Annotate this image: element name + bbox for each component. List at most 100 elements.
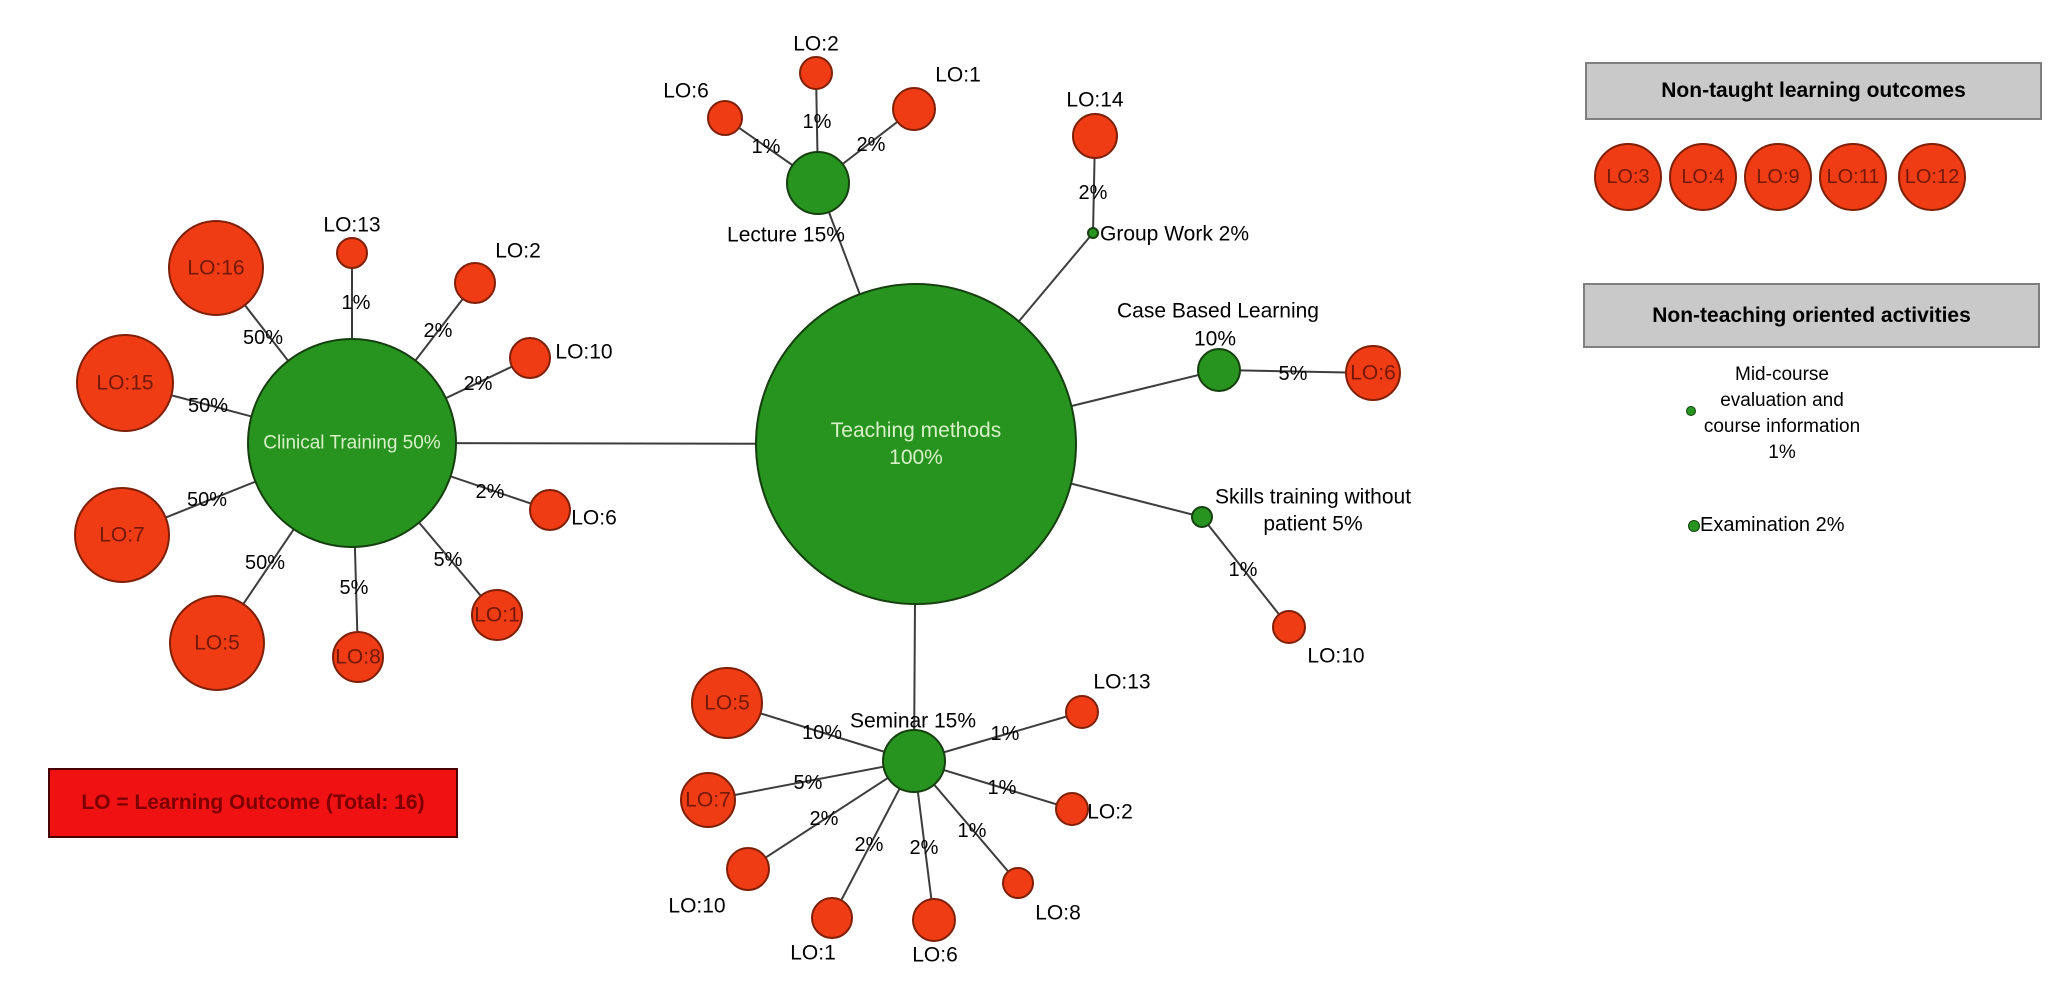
node-sem-lo-7-label: LO:7 — [685, 789, 731, 812]
edge-st-lo-10 — [1201, 516, 1290, 628]
examination-label: Examination 2% — [1700, 514, 1845, 536]
node-ct-lo-15 — [76, 334, 174, 432]
node-ct-lo-2 — [454, 262, 496, 304]
mid-course-line-4: 1% — [1768, 442, 1796, 463]
legend-text: LO = Learning Outcome (Total: 16) — [81, 791, 425, 814]
node-st-lo-10 — [1272, 610, 1306, 644]
edge-ct-lo-13-pct-label: 1% — [342, 292, 371, 314]
node-sem-lo-10 — [726, 847, 770, 891]
edge-ct-lo-15-pct-label: 50% — [188, 395, 228, 417]
node-sem-lo-7 — [680, 772, 736, 828]
node-sem-lo-5 — [691, 667, 763, 739]
node-ct-lo-1 — [471, 589, 523, 641]
legend-box: LO = Learning Outcome (Total: 16) — [48, 768, 458, 838]
edge-sem-lo-1-pct-label: 2% — [855, 834, 884, 856]
node-ct-lo-5-label: LO:5 — [194, 632, 240, 655]
hub-skills-training-without-patient-caption-line2: patient 5% — [1263, 513, 1362, 536]
hub-case-based-learning-caption-line1: Case Based Learning — [1117, 300, 1319, 323]
hub-clinical-training — [247, 338, 457, 548]
hub-skills-training-without-patient — [1191, 506, 1213, 528]
non-taught-circle-lo-11-label: LO:11 — [1826, 165, 1880, 188]
hub-group-work — [1087, 227, 1099, 239]
node-sem-lo-13-label: LO:13 — [1093, 671, 1150, 694]
node-ct-lo-8-label: LO:8 — [335, 646, 381, 669]
edge-sem-lo-8-pct-label: 1% — [958, 820, 987, 842]
non-taught-circle-lo-4: LO:4 — [1669, 143, 1737, 211]
node-ct-lo-15-label: LO:15 — [96, 372, 153, 395]
edge-cbl-lo-6-pct-label: 5% — [1279, 363, 1308, 385]
node-cbl-lo-6 — [1345, 345, 1401, 401]
node-ct-lo-16 — [168, 220, 264, 316]
edge-st-lo-10-pct-label: 1% — [1229, 559, 1258, 581]
node-sem-lo-1 — [811, 897, 853, 939]
mid-course-line-1: Mid-course — [1735, 364, 1829, 385]
non-taught-circle-lo-4-label: LO:4 — [1681, 165, 1725, 188]
node-lec-lo-2 — [799, 56, 833, 90]
hub-lecture — [786, 151, 850, 215]
node-ct-lo-8 — [332, 631, 384, 683]
nodes-layer — [74, 56, 1401, 942]
mid-course-line-3: course information — [1703, 416, 1861, 437]
hub-case-based-learning — [1197, 348, 1241, 392]
node-sem-lo-6 — [912, 898, 956, 942]
examination-bullet-dot — [1688, 519, 1700, 532]
hub-skills-training-without-patient-caption-line1: Skills training without — [1215, 486, 1411, 509]
edge-sem-lo-2-pct-label: 1% — [988, 777, 1017, 799]
hub-teaching-methods-label-line1: Teaching methods — [831, 419, 1001, 442]
node-sem-lo-13 — [1065, 695, 1099, 729]
panel-non-teaching-box: Non-teaching oriented activities — [1583, 283, 2040, 348]
edge-sem-lo-7-pct-label: 5% — [794, 772, 823, 794]
edge-ct-lo-6-pct-label: 2% — [476, 481, 505, 503]
node-st-lo-10-label: LO:10 — [1307, 645, 1364, 668]
node-gw-lo-14-label: LO:14 — [1066, 89, 1124, 112]
node-ct-lo-13-label: LO:13 — [323, 214, 380, 237]
panel-non-teaching-title: Non-teaching oriented activities — [1652, 303, 1971, 327]
node-gw-lo-14 — [1072, 113, 1118, 159]
mid-course-evaluation-block: Mid-course evaluation and course informati… — [1652, 362, 1912, 466]
edge-ct-lo-7-pct-label: 50% — [187, 489, 227, 511]
node-ct-lo-13 — [336, 237, 368, 269]
hub-seminar — [882, 729, 946, 793]
node-sem-lo-1-label: LO:1 — [790, 942, 836, 965]
node-ct-lo-7 — [74, 487, 170, 583]
mid-course-bullet-dot — [1686, 406, 1696, 416]
edge-sem-lo-10 — [747, 760, 915, 870]
edge-sem-lo-13-pct-label: 1% — [991, 723, 1020, 745]
edge-ct-lo-5-pct-label: 50% — [245, 552, 285, 574]
hub-teaching-methods — [755, 283, 1077, 605]
node-lec-lo-1 — [892, 87, 936, 131]
edge-sem-lo-10-pct-label: 2% — [810, 808, 839, 830]
node-lec-lo-6 — [707, 100, 743, 136]
node-ct-lo-16-label: LO:16 — [187, 257, 244, 280]
node-lec-lo-1-label: LO:1 — [935, 64, 981, 87]
node-sem-lo-2 — [1055, 792, 1089, 826]
node-ct-lo-6 — [529, 489, 571, 531]
node-cbl-lo-6-label: LO:6 — [1350, 362, 1396, 385]
labels-layer: LO:16 50% LO:13 1% LO:2 2% LO:10 2% LO:6 2% LO:1 5%… — [96, 33, 1411, 967]
node-sem-lo-2-label: LO:2 — [1087, 801, 1133, 824]
edge-ct-lo-1-pct-label: 5% — [434, 549, 463, 571]
node-ct-lo-5 — [169, 595, 265, 691]
hub-lecture-caption-line1: Lecture 15% — [727, 224, 845, 247]
non-taught-circle-lo-3-label: LO:3 — [1606, 165, 1650, 188]
hub-seminar-caption-line1: Seminar 15% — [850, 710, 976, 733]
edge-lec-lo-1-pct-label: 2% — [857, 134, 886, 156]
edge-sem-lo-5-pct-label: 10% — [802, 722, 842, 744]
hub-group-work-caption-line1: Group Work 2% — [1100, 223, 1249, 246]
non-taught-circle-lo-12-label: LO:12 — [1904, 165, 1960, 188]
node-sem-lo-8-label: LO:8 — [1035, 902, 1081, 925]
node-ct-lo-7-label: LO:7 — [99, 524, 145, 547]
hub-clinical-training-label-line1: Clinical Training 50% — [263, 433, 441, 454]
edge-sem-lo-7 — [707, 760, 915, 801]
node-sem-lo-10-label: LO:10 — [668, 895, 725, 918]
non-taught-circle-lo-9-label: LO:9 — [1756, 165, 1800, 188]
non-taught-circle-lo-9: LO:9 — [1744, 143, 1812, 211]
edge-ct-lo-2-pct-label: 2% — [424, 320, 453, 342]
edge-lec-lo-2-pct-label: 1% — [803, 111, 832, 133]
non-taught-circle-lo-12: LO:12 — [1898, 143, 1966, 211]
edge-lec-lo-6-pct-label: 1% — [752, 136, 781, 158]
panel-non-taught-box: Non-taught learning outcomes — [1585, 62, 2042, 120]
node-ct-lo-10-label: LO:10 — [555, 341, 612, 364]
